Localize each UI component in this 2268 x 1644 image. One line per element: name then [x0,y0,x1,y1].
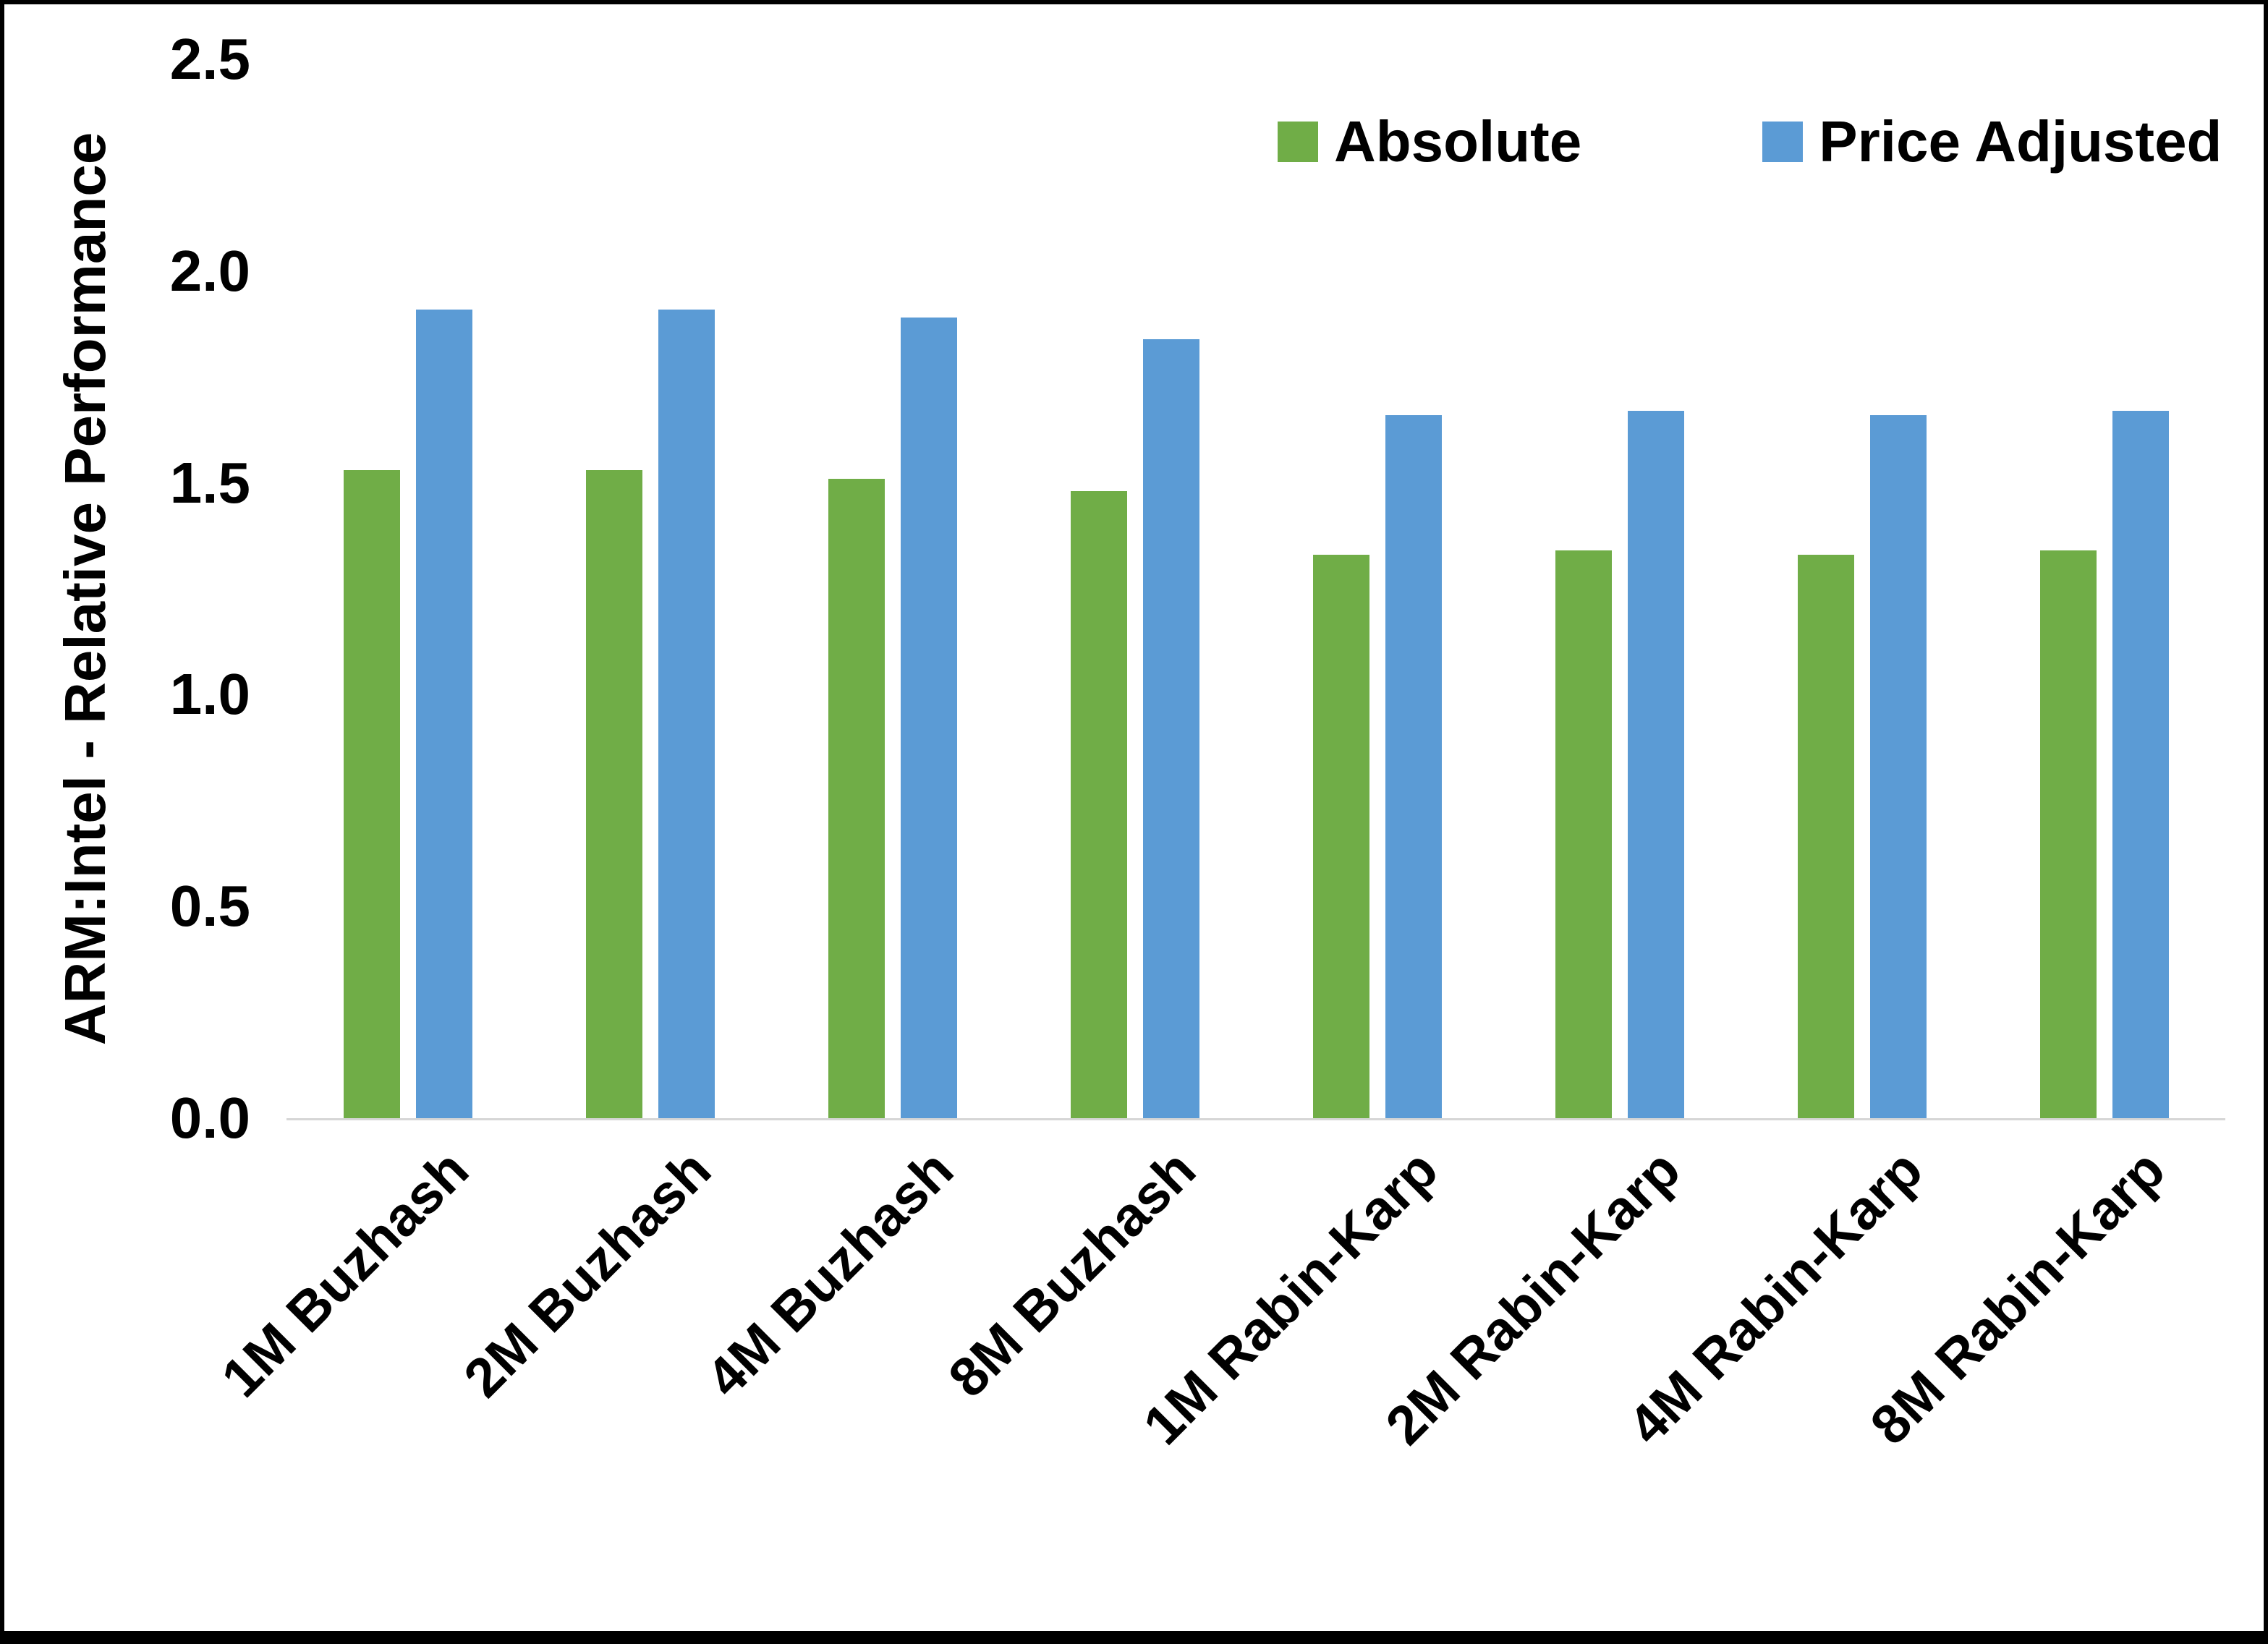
y-tick-label: 2.0 [169,238,250,303]
plot-area [286,59,2225,1120]
bar-price-adjusted [2112,411,2169,1118]
y-tick-label: 1.5 [169,450,250,515]
bar-absolute [2039,550,2097,1118]
bar-group [1983,59,2225,1118]
bar-absolute [343,470,400,1118]
bar-group [1741,59,1983,1118]
legend: Absolute Price Adjusted [1278,113,2222,171]
bar-price-adjusted [1869,414,1927,1118]
y-tick-label: 2.5 [169,27,250,91]
x-axis-label-cell: 8M Rabin-Karp [1859,1134,2225,1597]
legend-item-price-adjusted: Price Adjusted [1762,113,2222,171]
bar-group [1014,59,1256,1118]
legend-item-absolute: Absolute [1278,113,1581,171]
bar-group [286,59,529,1118]
y-tick-label: 0.5 [169,874,250,939]
bar-group [1498,59,1741,1118]
bar-price-adjusted [1385,414,1442,1118]
bar-absolute [828,478,885,1118]
legend-swatch-absolute [1278,122,1318,162]
y-tick-label: 0.0 [169,1086,250,1150]
bar-absolute [1555,550,1612,1118]
bar-absolute [585,470,642,1118]
x-axis-label: 1M Buzhash [210,1138,481,1410]
bar-price-adjusted [415,309,472,1118]
bar-group [529,59,771,1118]
y-axis-ticks: 0.0 0.5 1.0 1.5 2.0 2.5 [91,30,250,1147]
x-axis-labels: 1M Buzhash 2M Buzhash 4M Buzhash 8M Buzhash… [210,1134,2225,1597]
y-tick-label: 1.0 [169,662,250,727]
bar-group [771,59,1014,1118]
bar-price-adjusted [900,318,957,1118]
legend-label-absolute: Absolute [1334,109,1582,174]
bar-price-adjusted [1627,411,1684,1118]
legend-label-price-adjusted: Price Adjusted [1819,109,2222,174]
bar-price-adjusted [658,309,715,1118]
legend-swatch-price-adjusted [1762,122,1804,162]
bar-group [1256,59,1498,1118]
bar-absolute [1070,491,1127,1118]
bar-absolute [1312,555,1369,1118]
bar-price-adjusted [1142,338,1199,1118]
bar-absolute [1797,555,1854,1118]
